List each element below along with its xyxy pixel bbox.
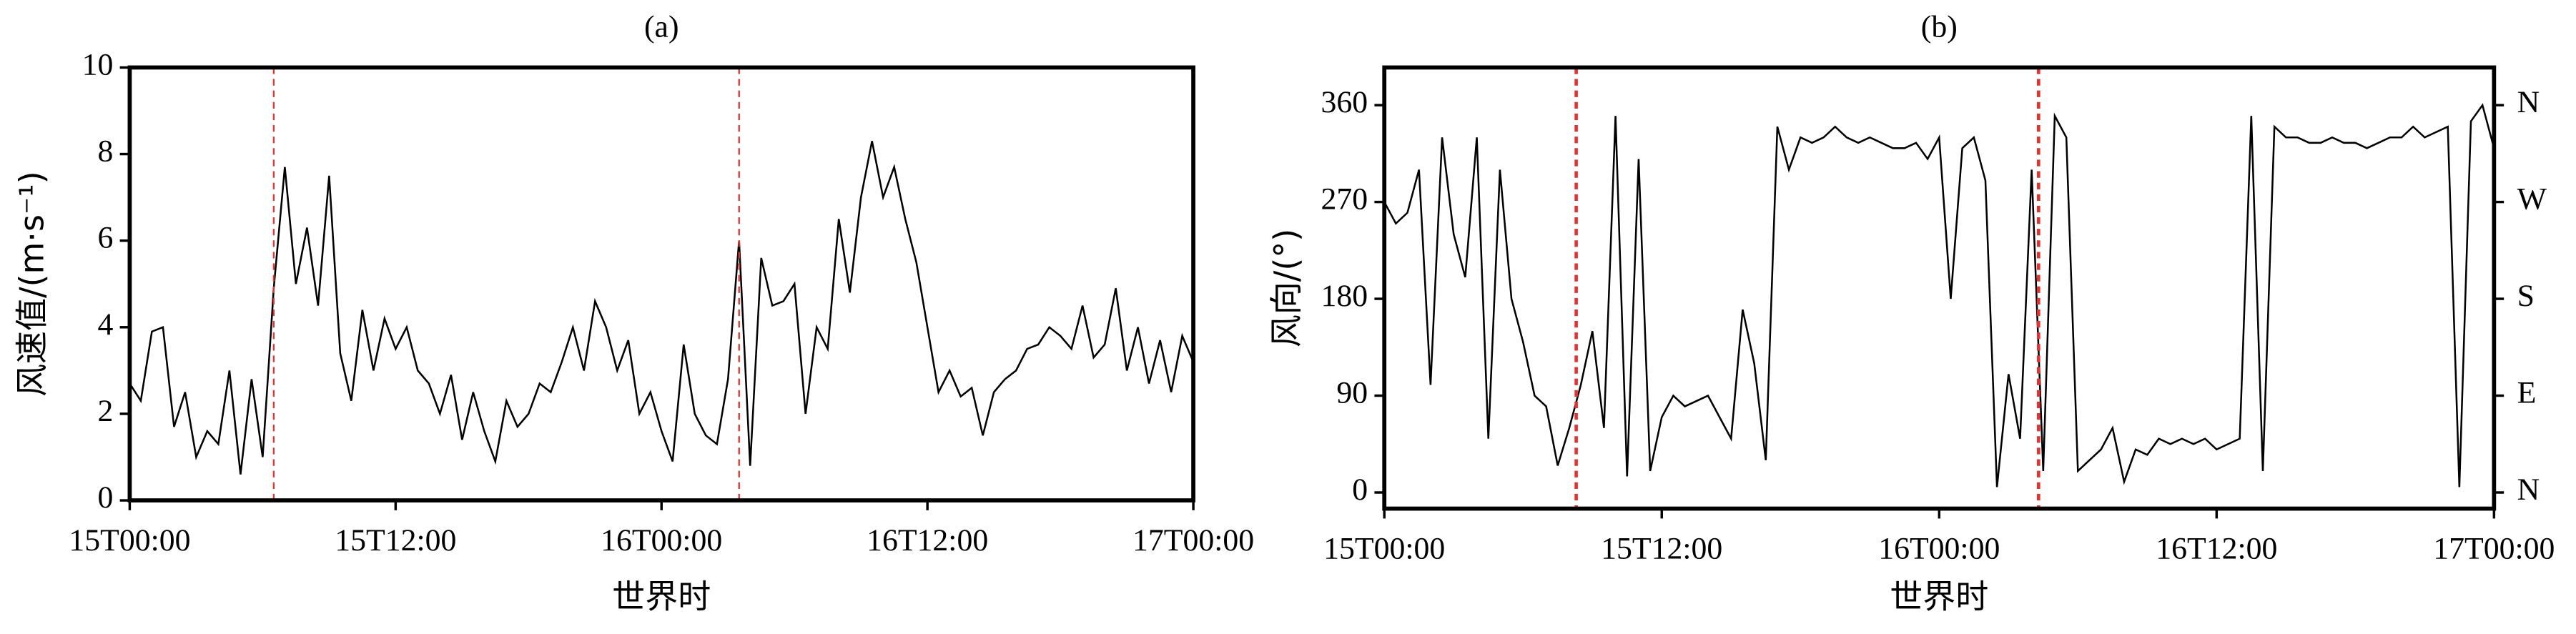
- y2-tick-label: W: [2517, 182, 2547, 217]
- y-tick-label: 4: [98, 307, 114, 342]
- y2-tick-label: E: [2517, 376, 2537, 410]
- x-tick-label: 15T12:00: [335, 523, 456, 558]
- y2-tick-label: N: [2517, 472, 2540, 507]
- y-tick-label: 360: [1321, 85, 1368, 119]
- x-axis-label: 世界时: [612, 578, 711, 616]
- chart-title: (a): [644, 9, 679, 44]
- chart-title: (b): [1921, 9, 1958, 44]
- y-tick-label: 2: [98, 394, 114, 428]
- x-tick-label: 16T12:00: [2156, 532, 2277, 566]
- x-tick-label: 17T00:00: [1132, 523, 1254, 558]
- y-tick-label: 180: [1321, 279, 1368, 313]
- data-line: [129, 141, 1195, 475]
- y-tick-label: 8: [98, 134, 114, 169]
- x-tick-label: 16T00:00: [601, 523, 722, 558]
- x-tick-label: 17T00:00: [2433, 532, 2555, 566]
- x-axis-label: 世界时: [1890, 578, 1988, 616]
- plot-frame: [127, 65, 1195, 502]
- y-axis-label: 风向/(°): [1267, 229, 1306, 348]
- y-tick-label: 0: [1352, 472, 1368, 507]
- x-tick-label: 15T12:00: [1601, 532, 1722, 566]
- x-tick-label: 15T00:00: [1323, 532, 1445, 566]
- x-tick-label: 15T00:00: [69, 523, 190, 558]
- y-tick-label: 90: [1336, 376, 1368, 410]
- x-tick-label: 16T00:00: [1878, 532, 2000, 566]
- data-line: [1383, 103, 2495, 487]
- plot-frame: [1382, 65, 2497, 511]
- y-tick-label: 270: [1321, 182, 1368, 217]
- y-tick-label: 10: [82, 47, 114, 81]
- y-tick-label: 6: [98, 221, 114, 255]
- y2-tick-label: N: [2517, 85, 2540, 119]
- y2-tick-label: S: [2517, 279, 2535, 313]
- y-axis-label: 风速值/(m·s⁻¹): [12, 171, 51, 397]
- y-tick-label: 0: [98, 480, 114, 515]
- x-tick-label: 16T12:00: [867, 523, 988, 558]
